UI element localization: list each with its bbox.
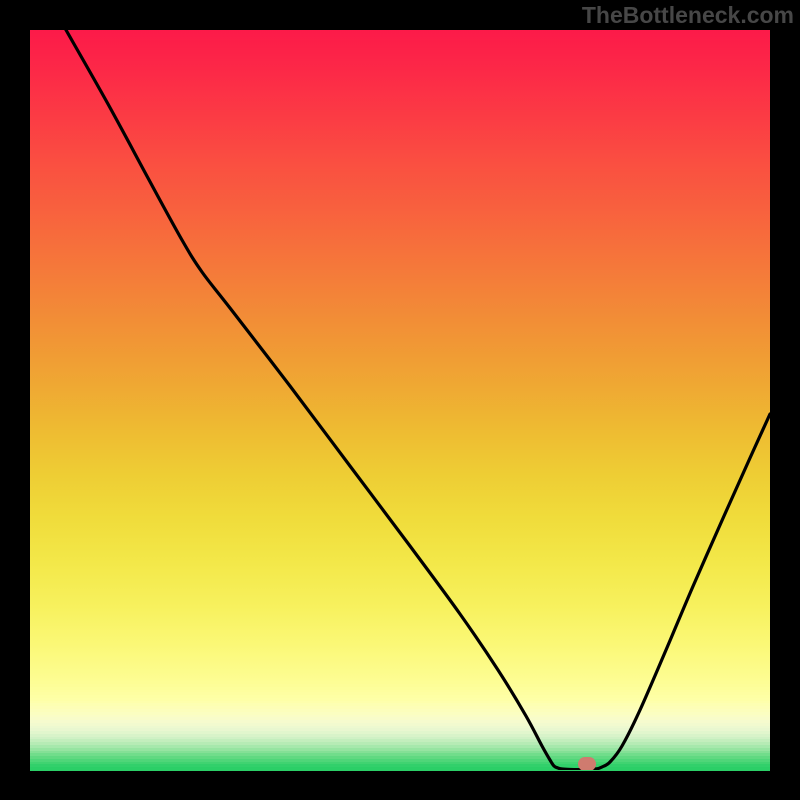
watermark-text: TheBottleneck.com [582, 2, 794, 29]
optimum-marker [30, 30, 770, 770]
chart-frame: TheBottleneck.com [0, 0, 800, 800]
plot-area [30, 30, 770, 770]
